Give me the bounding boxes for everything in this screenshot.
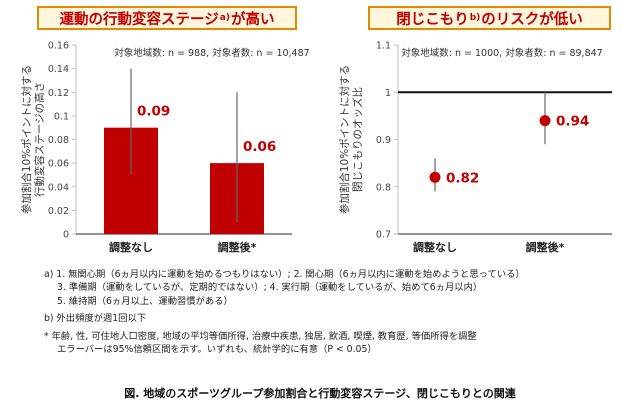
right-y-tick-label: 0.8 — [376, 182, 391, 193]
right-category-label: 調整後* — [526, 240, 565, 254]
right-y-tick-label: 0.7 — [376, 230, 391, 241]
right-y-tick-label: 1.1 — [376, 41, 391, 52]
right-data-label: 0.94 — [556, 114, 589, 130]
note-star-line1: * 年齢, 性, 可住地人口密度, 地域の平均等価所得, 治療中疾患, 独居, … — [44, 330, 477, 342]
left-y-tick-label: 0.14 — [48, 64, 69, 75]
left-title-tail: が高い — [230, 11, 275, 28]
left-title-sup: a) — [219, 13, 230, 23]
right-point — [539, 115, 551, 127]
right-y-axis-label-line: 閉じこもりのオッズ比 — [351, 87, 364, 192]
right-chart-subtitle: 対象地域数: n = 1000, 対象者数: n = 89,847 — [401, 47, 602, 59]
right-panel-title: 閉じこもり b) のリスクが低い — [368, 6, 611, 30]
left-data-label: 0.09 — [137, 104, 170, 120]
right-title-main: 閉じこもり — [396, 11, 469, 28]
figure-caption: 図. 地域のスポーツグループ参加割合と行動変容ステージ、閉じこもりとの関連 — [124, 387, 516, 400]
right-title-tail: のリスクが低い — [481, 11, 583, 28]
left-category-label: 調整後* — [218, 240, 257, 254]
footnotes: a) 1. 無関心期（6ヵ月以内に運動を始めるつもりはない）; 2. 関心期（6… — [44, 268, 634, 356]
left-category-label: 調整なし — [109, 240, 153, 254]
left-y-tick-label: 0.16 — [48, 41, 69, 52]
charts-canvas: 0 0.02 0.04 0.06 0.08 0.1 0.12 0.14 0.16 対象地域数: n… — [20, 41, 612, 254]
note-a-line1: a) 1. 無関心期（6ヵ月以内に運動を始めるつもりはない）; 2. 関心期（6… — [44, 269, 525, 280]
left-data-label: 0.06 — [243, 139, 276, 155]
left-y-tick-label: 0.1 — [54, 111, 69, 122]
left-y-tick-label: 0.08 — [48, 135, 69, 146]
note-a-line3: 5. 維持期（6ヵ月以上、運動習慣がある） — [57, 295, 233, 307]
right-y-tick-label: 1 — [385, 88, 391, 99]
right-data-label: 0.82 — [446, 170, 479, 186]
left-y-tick-label: 0.06 — [48, 159, 69, 170]
right-title-sup: b) — [469, 13, 481, 23]
left-y-tick-label: 0 — [63, 230, 69, 241]
left-chart-subtitle: 対象地域数: n = 988, 対象者数: n = 10,487 — [114, 47, 309, 59]
left-y-axis-label-line: 行動変容ステージの高さ — [33, 82, 46, 197]
left-panel-title: 運動の行動変容ステージ a) が高い — [37, 6, 297, 30]
left-y-axis-label-line: 参加割合10%ポイントに対する — [20, 65, 33, 214]
left-title-main: 運動の行動変容ステージ — [59, 11, 219, 28]
note-star-line2: エラーバーは95%信頼区間を示す。いずれも、統計学的に有意（P < 0.05） — [57, 344, 377, 356]
left-y-tick-label: 0.04 — [48, 182, 69, 193]
left-y-tick-label: 0.12 — [48, 88, 69, 99]
right-y-axis-label-line: 参加割合10%ポイントに対する — [338, 65, 351, 214]
right-category-label: 調整なし — [413, 240, 457, 254]
note-a-line2: 3. 準備期（運動をしているが、定期的ではない）; 4. 実行期（運動をしている… — [57, 282, 483, 294]
right-y-tick-label: 0.9 — [376, 135, 391, 146]
right-y-axis-label: 参加割合10%ポイントに対する閉じこもりのオッズ比 — [338, 65, 364, 214]
right-point — [429, 171, 441, 183]
note-b: b) 外出頻度が週1回以下 — [44, 313, 147, 325]
left-y-tick-label: 0.02 — [48, 206, 69, 217]
left-y-axis-label: 参加割合10%ポイントに対する行動変容ステージの高さ — [20, 65, 46, 214]
